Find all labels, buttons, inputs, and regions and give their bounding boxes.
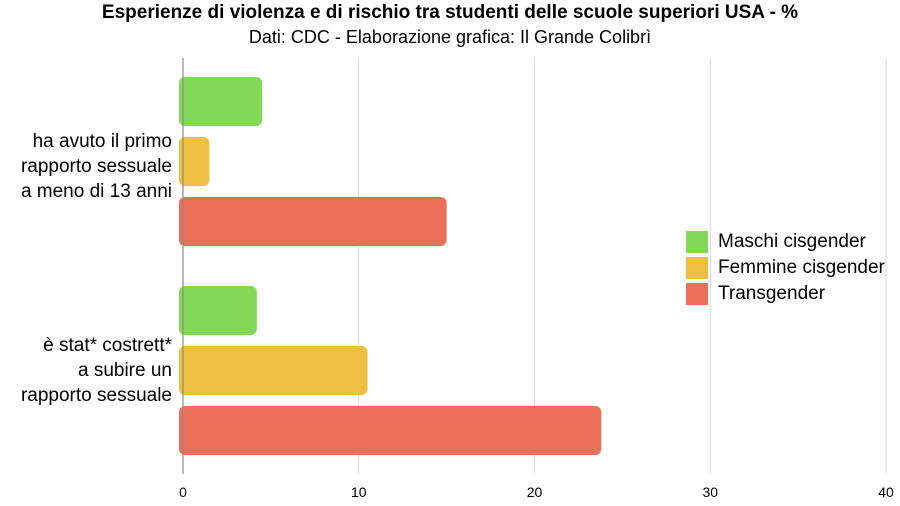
legend-swatch-femmine — [686, 257, 708, 279]
legend: Maschi cisgender Femmine cisgender Trans… — [686, 229, 885, 307]
legend-item-transgender: Transgender — [686, 281, 885, 307]
category-label-early-first-intercourse: ha avuto il primo rapporto sessuale a me… — [20, 131, 172, 202]
bar-cat2-transgender — [179, 406, 602, 455]
x-tick-label-30: 30 — [702, 484, 718, 500]
legend-swatch-transgender — [686, 283, 708, 305]
x-tick-label-10: 10 — [351, 484, 367, 500]
category-label-forced-intercourse: è stat* costrett* a subire un rapporto s… — [20, 335, 172, 406]
bar-cat1-maschi-cisgender — [179, 77, 263, 126]
bar-cat1-femmine-cisgender — [179, 137, 210, 186]
legend-label-maschi: Maschi cisgender — [718, 231, 866, 252]
chart-subtitle: Dati: CDC - Elaborazione grafica: Il Gra… — [248, 27, 652, 47]
bar-cat2-maschi-cisgender — [179, 286, 257, 335]
x-tick-label-0: 0 — [179, 484, 187, 500]
legend-label-transgender: Transgender — [718, 283, 826, 304]
bar-cat2-femmine-cisgender — [179, 346, 368, 395]
x-tick-label-40: 40 — [878, 484, 894, 500]
bar-cat1-transgender — [179, 197, 447, 246]
legend-swatch-maschi — [686, 231, 708, 253]
legend-label-femmine: Femmine cisgender — [718, 257, 885, 278]
x-tick-label-20: 20 — [527, 484, 543, 500]
legend-item-femmine: Femmine cisgender — [686, 255, 885, 281]
legend-item-maschi: Maschi cisgender — [686, 229, 885, 255]
chart-title: Esperienze di violenza e di rischio tra … — [101, 2, 799, 23]
